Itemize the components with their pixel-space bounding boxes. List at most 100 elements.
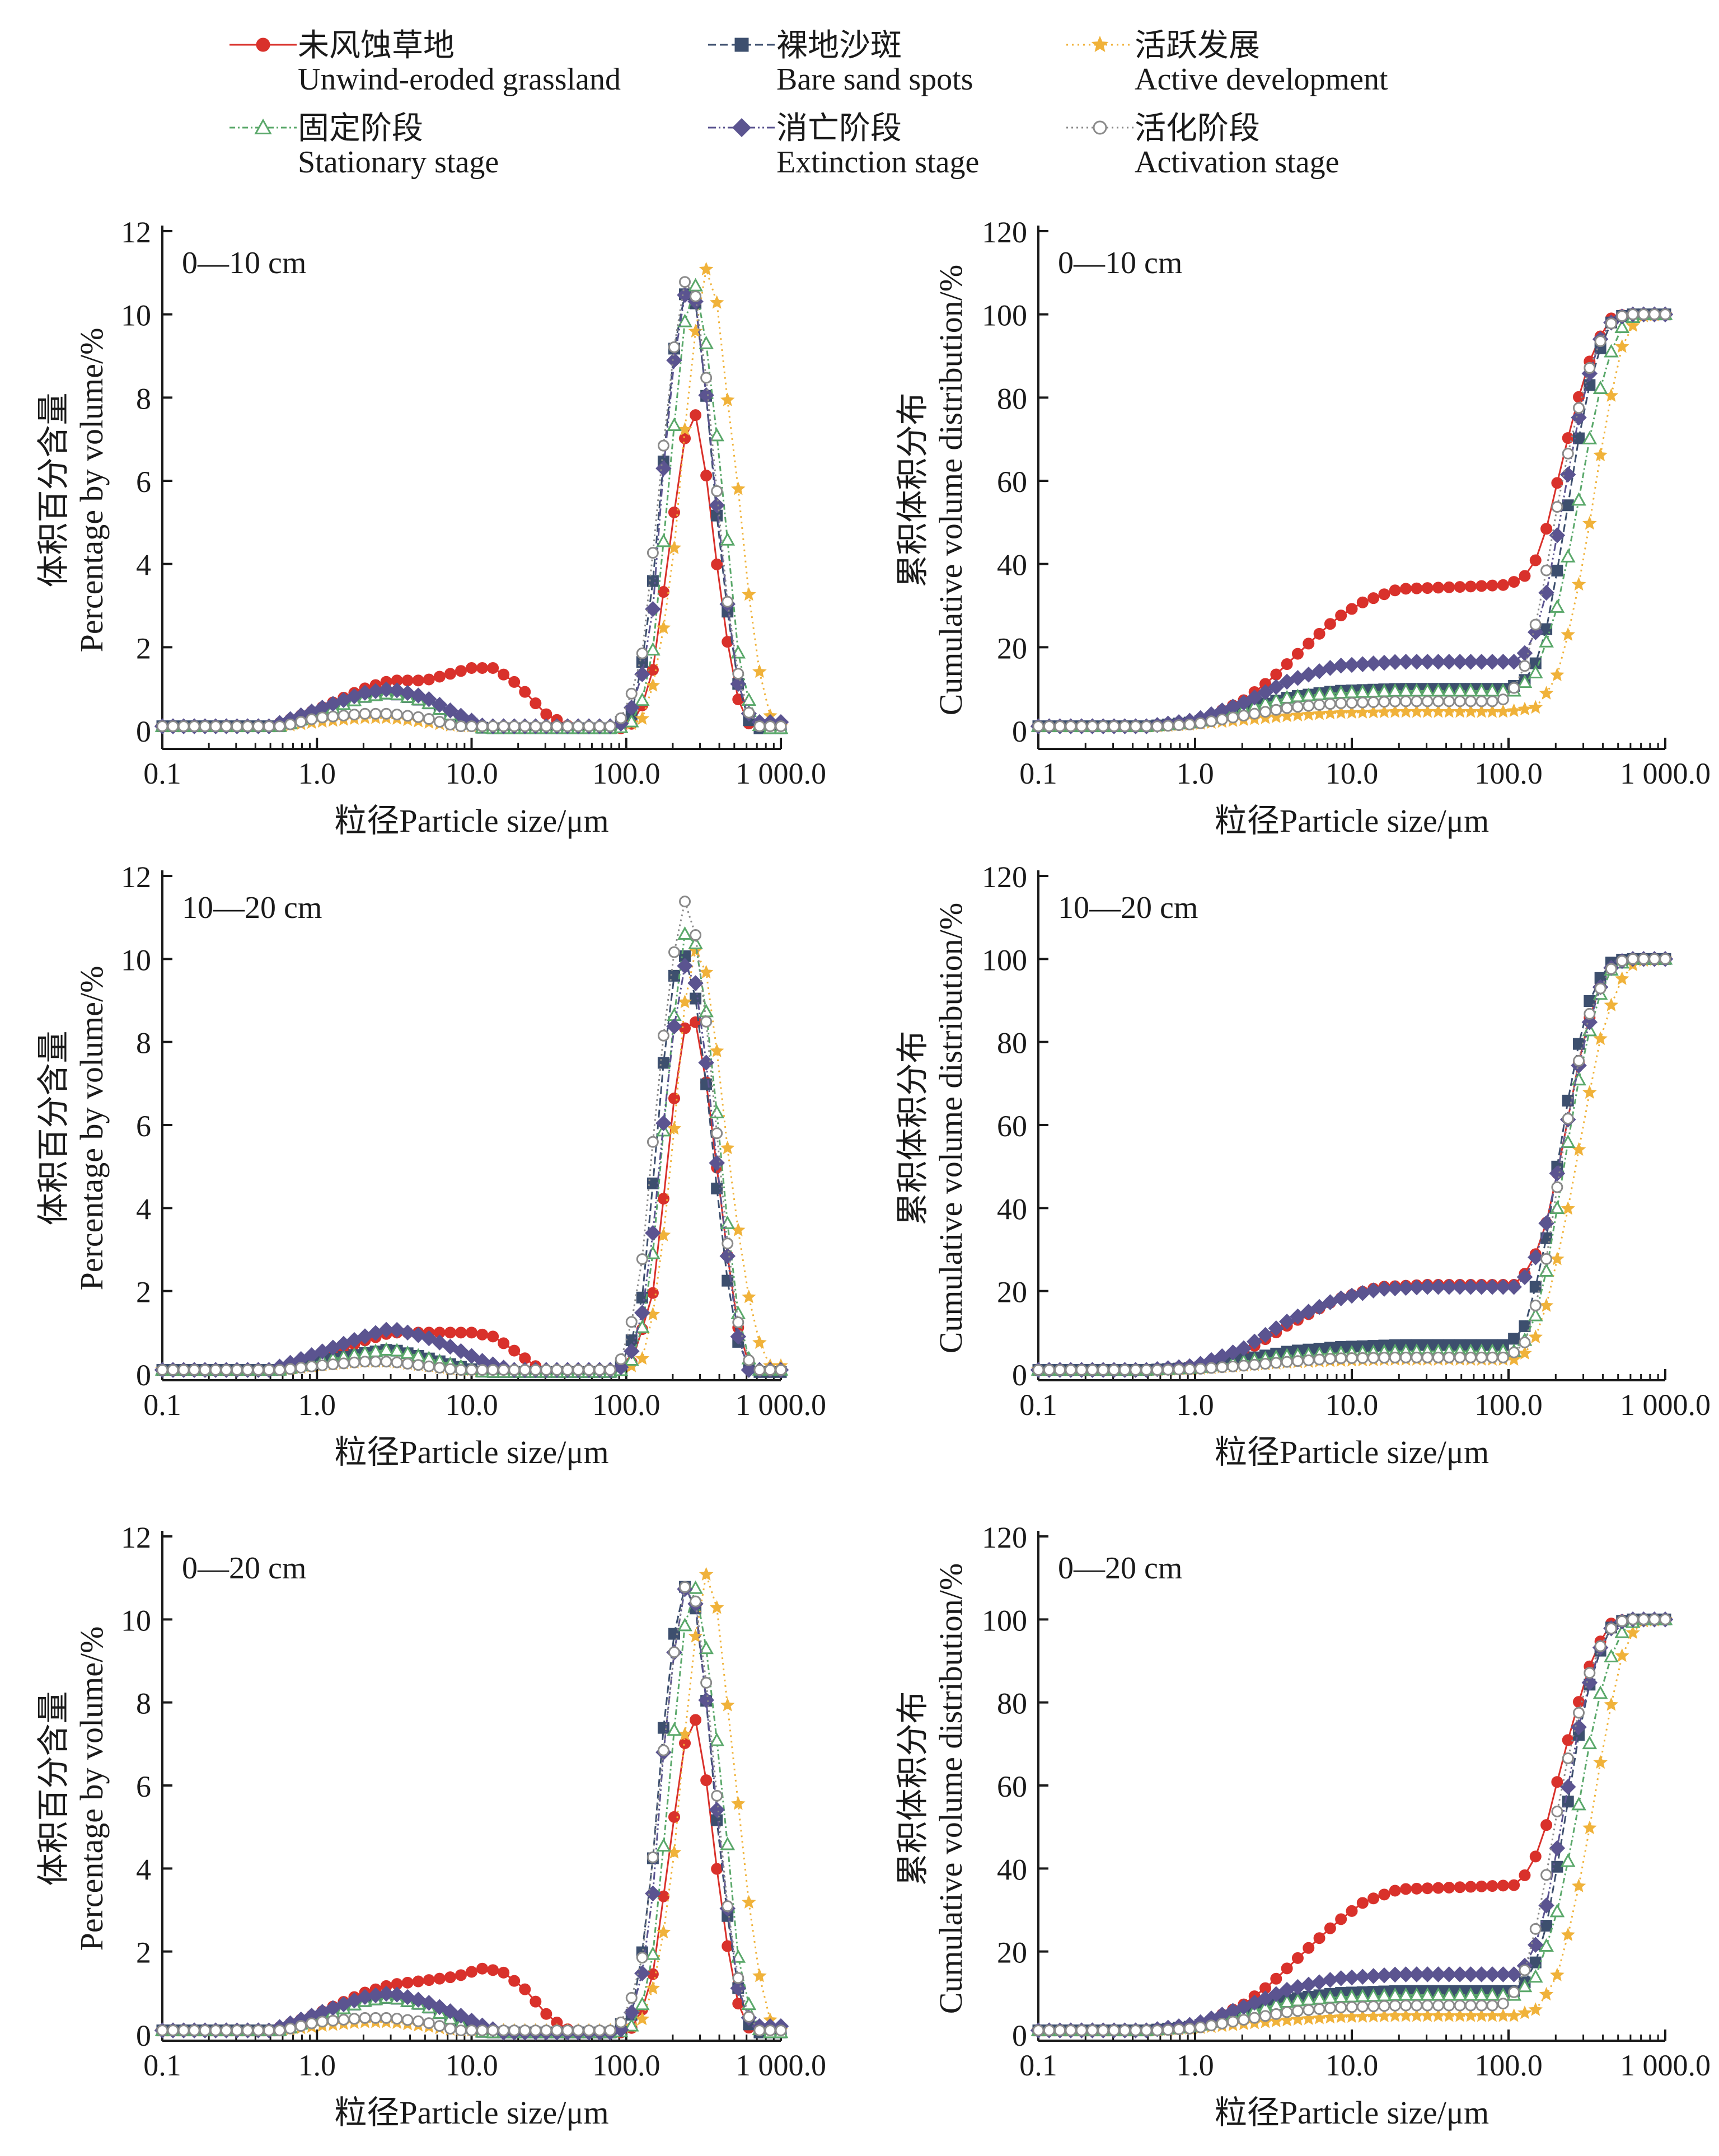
data-point (1130, 720, 1142, 733)
data-point (572, 720, 584, 733)
data-point (764, 720, 776, 733)
data-point (711, 1127, 723, 1140)
data-point (1582, 1085, 1597, 1099)
data-point (1270, 668, 1282, 681)
x-axis-label: 粒径Particle size/μm (1215, 2094, 1489, 2131)
data-point (1584, 995, 1596, 1007)
data-point (690, 290, 702, 302)
data-point (1311, 1974, 1328, 1990)
data-point (1227, 1360, 1239, 1372)
data-point (389, 1343, 405, 1357)
data-point (188, 720, 200, 733)
data-point (1173, 2023, 1185, 2036)
data-point (647, 1851, 659, 1863)
legend-label-cn: 固定阶段 (298, 111, 423, 146)
data-point (1539, 1986, 1554, 2001)
y-tick-label: 0 (136, 715, 151, 748)
y-axis-label-en: Percentage by volume/% (73, 328, 110, 653)
data-point (1075, 1364, 1088, 1376)
data-point (1538, 1215, 1554, 1231)
data-point (1259, 1358, 1272, 1370)
data-point (274, 2024, 286, 2037)
data-point (1495, 654, 1511, 670)
data-point (487, 662, 499, 674)
data-point (655, 460, 672, 477)
data-point (1497, 1351, 1509, 1363)
data-point (1303, 2004, 1315, 2016)
data-point (1303, 700, 1315, 712)
data-point (1335, 610, 1347, 622)
data-point (1528, 1329, 1543, 1343)
data-point (1519, 570, 1531, 582)
depth-label: 0—20 cm (1058, 1551, 1182, 1586)
data-point (668, 1092, 680, 1104)
y-axis-label-en: Cumulative volume distribution/% (933, 903, 969, 1354)
data-point (1549, 527, 1566, 543)
data-point (1398, 654, 1414, 670)
x-tick-label: 1.0 (1176, 757, 1214, 790)
data-point (1411, 582, 1423, 594)
data-point (752, 1335, 767, 1349)
data-point (647, 547, 659, 559)
x-tick-label: 100.0 (1474, 757, 1543, 790)
data-point (380, 1356, 392, 1368)
data-point (551, 720, 563, 733)
data-point (690, 409, 702, 421)
data-point (1592, 1685, 1608, 1699)
data-point (764, 1364, 776, 1376)
series-s6 (1032, 1613, 1671, 2037)
data-point (1464, 1351, 1477, 1363)
data-point (508, 1364, 521, 1376)
data-point (1659, 953, 1671, 965)
data-point (730, 481, 746, 495)
data-point (348, 1356, 360, 1368)
series-line-s4 (1038, 958, 1665, 1371)
data-point (167, 2024, 179, 2037)
data-point (1659, 1613, 1671, 1625)
data-point (1324, 2002, 1336, 2014)
data-point (1508, 1346, 1520, 1358)
data-point (709, 428, 725, 442)
y-tick-label: 40 (997, 1853, 1027, 1886)
y-tick-label: 100 (982, 299, 1027, 332)
y-axis-label-en: Cumulative volume distribution/% (933, 265, 969, 716)
data-point (1281, 2006, 1293, 2018)
data-point (1497, 1880, 1509, 1892)
data-point (1463, 1278, 1479, 1295)
data-point (1454, 1351, 1466, 1363)
y-tick-label: 120 (982, 860, 1027, 894)
series-line-s1 (162, 1020, 781, 1373)
data-point (327, 1358, 339, 1371)
data-point (1311, 1299, 1328, 1315)
data-point (476, 720, 489, 733)
data-point (1356, 696, 1369, 709)
series-s6 (156, 896, 787, 1376)
data-point (1367, 2000, 1380, 2013)
data-point (1497, 1998, 1509, 2010)
series-line-s2 (162, 1584, 781, 2033)
data-point (1290, 1308, 1306, 1325)
data-point (316, 1359, 329, 1371)
data-point (1140, 2024, 1153, 2037)
data-point (388, 1321, 405, 1338)
data-point (455, 720, 467, 733)
data-point (645, 642, 661, 656)
data-point (1043, 720, 1055, 733)
data-point (1387, 1966, 1403, 1983)
data-point (1454, 581, 1466, 593)
data-point (1573, 432, 1585, 444)
data-point (476, 1364, 489, 1376)
data-point (1616, 1615, 1628, 1627)
data-point (647, 1136, 659, 1148)
data-point (199, 720, 211, 733)
legend-label-cn: 活化阶段 (1135, 111, 1260, 146)
data-point (487, 720, 499, 733)
data-point (1529, 1923, 1542, 1935)
data-point (530, 720, 542, 733)
data-point (378, 681, 395, 698)
data-point (1571, 1878, 1586, 1892)
series-s2 (1032, 953, 1671, 1376)
data-point (593, 720, 606, 733)
series-line-s3 (1038, 958, 1666, 1371)
